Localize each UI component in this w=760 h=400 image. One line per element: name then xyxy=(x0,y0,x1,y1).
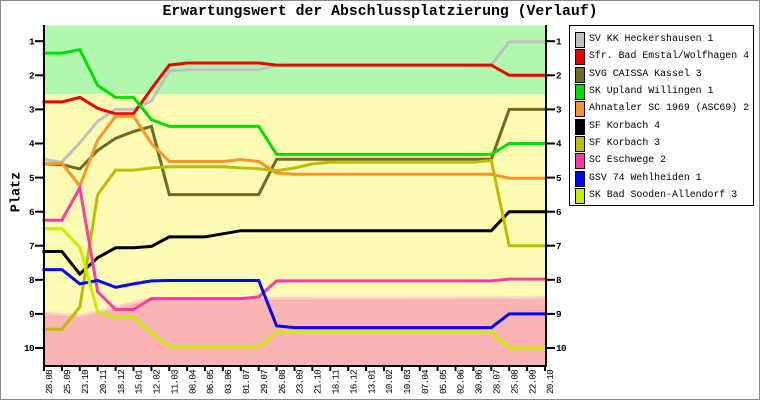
svg-text:02.06: 02.06 xyxy=(456,370,467,394)
svg-text:15.01: 15.01 xyxy=(134,369,145,394)
svg-text:6: 6 xyxy=(556,207,562,218)
svg-text:10.02: 10.02 xyxy=(384,370,395,394)
svg-text:12.02: 12.02 xyxy=(152,370,163,394)
svg-text:10.03: 10.03 xyxy=(402,370,413,394)
svg-text:25.09: 25.09 xyxy=(62,370,73,394)
svg-text:29.07: 29.07 xyxy=(259,370,270,394)
svg-text:08.04: 08.04 xyxy=(187,369,198,394)
svg-text:6: 6 xyxy=(29,207,35,218)
svg-text:01.07: 01.07 xyxy=(241,370,252,394)
svg-text:13.01: 13.01 xyxy=(366,369,377,394)
svg-text:16.12: 16.12 xyxy=(348,370,359,394)
svg-text:22.09: 22.09 xyxy=(527,370,538,394)
svg-text:1: 1 xyxy=(556,36,562,47)
svg-text:25.08: 25.08 xyxy=(509,370,520,394)
svg-text:23.09: 23.09 xyxy=(295,370,306,394)
svg-text:10: 10 xyxy=(24,343,35,354)
svg-text:4: 4 xyxy=(556,139,562,150)
svg-text:11.03: 11.03 xyxy=(170,370,181,394)
svg-text:05.05: 05.05 xyxy=(438,370,449,394)
svg-text:9: 9 xyxy=(556,309,562,320)
svg-text:9: 9 xyxy=(29,309,35,320)
svg-text:3: 3 xyxy=(29,105,35,116)
svg-text:3: 3 xyxy=(556,105,562,116)
svg-text:06.05: 06.05 xyxy=(205,370,216,394)
svg-text:5: 5 xyxy=(29,173,35,184)
svg-text:03.06: 03.06 xyxy=(223,370,234,394)
svg-text:21.10: 21.10 xyxy=(313,370,324,394)
svg-text:8: 8 xyxy=(556,275,562,286)
svg-text:18.12: 18.12 xyxy=(116,370,127,394)
svg-text:2: 2 xyxy=(556,71,562,82)
svg-text:1: 1 xyxy=(29,36,35,47)
svg-text:18.11: 18.11 xyxy=(331,369,342,394)
svg-text:7: 7 xyxy=(556,241,561,252)
svg-text:28.08: 28.08 xyxy=(44,370,55,394)
svg-text:4: 4 xyxy=(29,139,35,150)
svg-text:30.06: 30.06 xyxy=(474,370,485,394)
svg-text:8: 8 xyxy=(29,275,35,286)
svg-text:2: 2 xyxy=(29,71,35,82)
svg-text:26.08: 26.08 xyxy=(277,370,288,394)
svg-text:28.07: 28.07 xyxy=(492,370,503,394)
svg-text:5: 5 xyxy=(556,173,562,184)
svg-text:7: 7 xyxy=(29,241,34,252)
svg-text:07.04: 07.04 xyxy=(420,369,431,394)
svg-text:10: 10 xyxy=(556,343,567,354)
svg-text:20.10: 20.10 xyxy=(545,370,556,394)
svg-text:23.10: 23.10 xyxy=(80,370,91,394)
svg-text:20.11: 20.11 xyxy=(98,369,109,394)
